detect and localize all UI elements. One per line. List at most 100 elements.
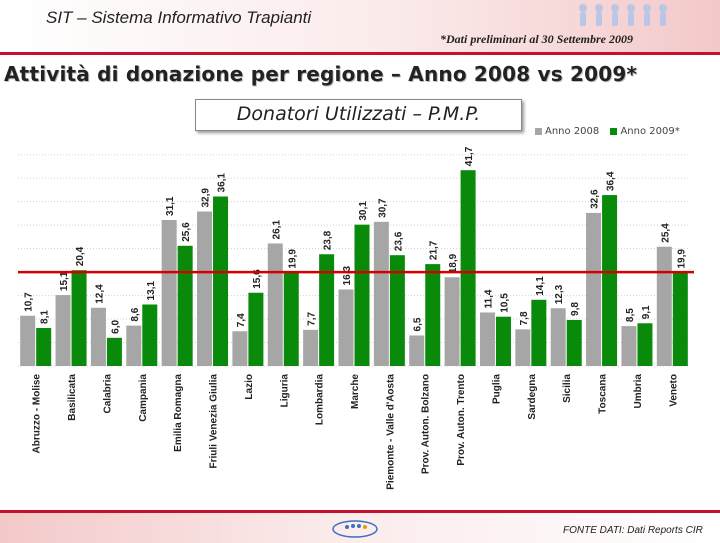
bar-2008 <box>197 211 213 366</box>
bar-2008 <box>621 326 637 366</box>
data-label: 15,1 <box>59 271 70 291</box>
category-label: Abruzzo - Molise <box>32 374 43 454</box>
bar-2008 <box>373 221 389 366</box>
data-label: 6,0 <box>110 319 121 333</box>
category-label: Sicilia <box>562 374 573 403</box>
bar-2008 <box>586 212 602 366</box>
bar-2009 <box>672 272 688 366</box>
category-label: Liguria <box>279 374 290 408</box>
legend-swatch-2008 <box>535 127 542 135</box>
category-label: Toscana <box>598 374 609 414</box>
category-label: Friuli Venezia Giulia <box>209 374 220 469</box>
category-label: Puglia <box>491 374 502 404</box>
bar-2008 <box>444 277 460 366</box>
bar-2009 <box>354 224 370 366</box>
bar-2009 <box>602 195 618 366</box>
category-label: Veneto <box>668 374 679 407</box>
bar-2008 <box>303 329 319 366</box>
category-label: Lombardia <box>315 374 326 426</box>
bar-2009 <box>177 245 193 366</box>
data-label: 12,4 <box>94 284 105 304</box>
data-label: 6,5 <box>413 317 424 331</box>
header-bar: SIT – Sistema Informativo Trapianti *Dat… <box>0 0 720 55</box>
data-label: 10,7 <box>24 292 35 312</box>
data-label: 31,1 <box>165 196 176 216</box>
legend-item-2009: Anno 2009* <box>610 126 680 137</box>
data-label: 9,8 <box>570 302 581 316</box>
data-label: 7,7 <box>307 312 318 326</box>
data-label: 41,7 <box>464 146 475 166</box>
data-label: 19,9 <box>287 249 298 269</box>
data-label: 21,7 <box>429 240 440 260</box>
data-label: 19,9 <box>676 249 687 269</box>
bar-2009 <box>531 299 547 366</box>
bar-chart: 10,7 8,1 15,1 20,4 12,4 6,0 8,6 13,1 31,1 25,6 32,… <box>18 146 694 490</box>
category-label: Umbria <box>633 374 644 409</box>
bar-2009 <box>460 170 476 366</box>
bar-2009 <box>566 319 582 366</box>
chart-legend: Anno 2008 Anno 2009* <box>535 126 688 137</box>
category-label: Emilia Romagna <box>173 374 184 452</box>
data-label: 7,8 <box>519 311 530 325</box>
bar-2009 <box>637 323 653 366</box>
data-label: 36,1 <box>217 173 228 193</box>
data-label: 16,3 <box>342 266 353 286</box>
data-label: 25,6 <box>181 222 192 242</box>
bar-2008 <box>479 312 495 366</box>
data-label: 23,8 <box>323 230 334 250</box>
data-label: 15,6 <box>252 269 263 289</box>
bar-2008 <box>161 219 177 366</box>
data-label: 26,1 <box>271 220 282 240</box>
category-label: Prov. Auton. Trento <box>456 374 467 466</box>
data-label: 11,4 <box>483 289 494 308</box>
data-label: 10,5 <box>499 293 510 313</box>
legend-label-2008: Anno 2008 <box>545 126 600 137</box>
bar-2009 <box>248 292 264 366</box>
data-label: 12,3 <box>554 284 565 304</box>
category-label: Sardegna <box>527 374 538 420</box>
bar-2008 <box>515 329 531 366</box>
data-label: 30,7 <box>377 198 388 218</box>
bar-2008 <box>55 295 71 366</box>
bar-2009 <box>283 272 299 366</box>
footer-bar: FONTE DATI: Dati Reports CIR <box>0 510 720 543</box>
bar-2009 <box>213 196 229 366</box>
bar-2008 <box>90 307 106 366</box>
bar-2008 <box>656 246 672 366</box>
bar-2009 <box>71 270 87 366</box>
data-label: 8,5 <box>625 308 636 322</box>
cnt-logo-icon <box>332 520 378 538</box>
bar-2008 <box>232 331 248 366</box>
data-label: 32,9 <box>201 188 212 208</box>
data-label: 36,4 <box>606 171 617 191</box>
category-label: Piemonte - Valle d'Aosta <box>385 374 396 490</box>
data-label: 25,4 <box>660 223 671 243</box>
data-label: 23,6 <box>393 231 404 251</box>
bar-2009 <box>36 327 52 366</box>
chart-title-box: Donatori Utilizzati – P.M.P. <box>195 99 522 131</box>
bar-2009 <box>389 255 405 366</box>
data-label: 30,1 <box>358 201 369 221</box>
data-label: 14,1 <box>535 276 546 296</box>
legend-item-2008: Anno 2008 <box>535 126 599 137</box>
data-source: FONTE DATI: Dati Reports CIR <box>563 525 703 536</box>
data-label: 20,4 <box>75 246 86 266</box>
bar-2009 <box>319 254 335 366</box>
legend-label-2009: Anno 2009* <box>620 126 680 137</box>
bar-2008 <box>126 325 142 366</box>
category-label: Basilicata <box>67 374 78 421</box>
bar-2009 <box>425 264 441 366</box>
data-label: 8,6 <box>130 307 141 321</box>
category-label: Calabria <box>102 374 113 414</box>
preliminary-note: *Dati preliminari al 30 Settembre 2009 <box>440 32 634 46</box>
data-label: 8,1 <box>40 310 51 324</box>
legend-swatch-2009 <box>610 127 618 135</box>
chart-title: Donatori Utilizzati – P.M.P. <box>236 103 481 125</box>
slide-title: Attività di donazione per regione – Anno… <box>4 62 638 86</box>
category-label: Lazio <box>244 374 255 400</box>
data-label: 7,4 <box>236 313 247 327</box>
bar-2008 <box>409 335 425 366</box>
bar-2008 <box>20 315 36 366</box>
category-label: Campania <box>138 374 149 422</box>
bar-2009 <box>106 337 122 366</box>
